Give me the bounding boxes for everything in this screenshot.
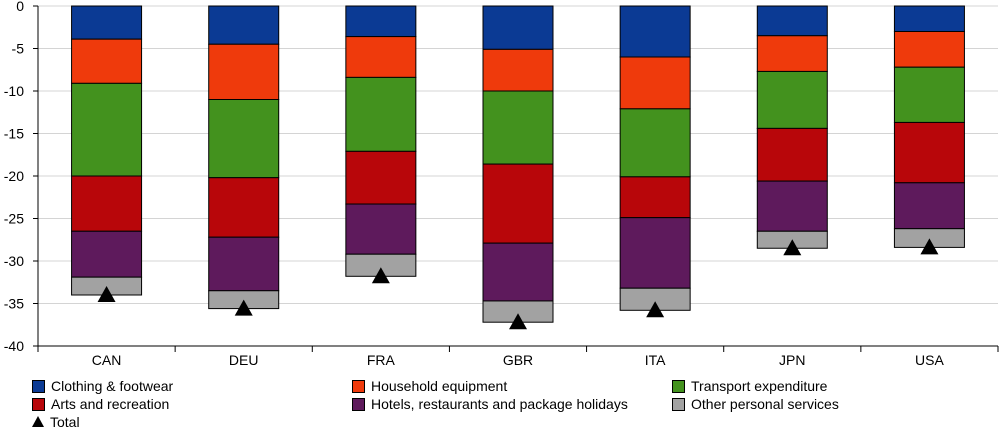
bar-segment xyxy=(619,176,691,219)
bar-segment xyxy=(893,66,965,123)
y-tick-label: -15 xyxy=(4,126,24,142)
chart-legend: Clothing & footwear Household equipment Tr… xyxy=(32,377,992,431)
bar-segment xyxy=(345,150,417,205)
bar-segment xyxy=(619,56,691,110)
legend-label: Total xyxy=(50,414,80,430)
bar-segment xyxy=(482,163,554,244)
legend-item: Transport expenditure xyxy=(672,377,827,395)
y-tick-label: -25 xyxy=(4,211,24,227)
bar-segment xyxy=(482,242,554,302)
x-tick-label: ITA xyxy=(645,352,666,368)
bar-segment xyxy=(345,203,417,255)
x-tick-label: USA xyxy=(915,352,944,368)
bar-segment xyxy=(482,90,554,165)
y-tick-label: -5 xyxy=(12,41,25,57)
x-tick-label: FRA xyxy=(367,352,396,368)
bar-segment xyxy=(756,127,828,182)
legend-item: Household equipment xyxy=(352,377,507,395)
bar-segment xyxy=(208,43,280,100)
y-tick-label: -30 xyxy=(4,253,24,269)
x-tick-label: CAN xyxy=(92,352,122,368)
legend-swatch xyxy=(352,397,365,411)
legend-swatch xyxy=(672,379,685,393)
bar-segment xyxy=(482,5,554,50)
legend-item: Clothing & footwear xyxy=(32,377,173,395)
legend-item: Arts and recreation xyxy=(32,395,169,413)
bar-segment xyxy=(619,217,691,289)
y-tick-label: -20 xyxy=(4,168,24,184)
legend-label: Arts and recreation xyxy=(51,396,170,412)
bar-segment xyxy=(71,230,143,278)
legend-swatch xyxy=(32,397,45,411)
bar-segment xyxy=(756,35,828,72)
bar-segment xyxy=(208,99,280,179)
legend-triangle-icon xyxy=(32,415,44,427)
legend-label: Hotels, restaurants and package holidays xyxy=(371,396,628,412)
bar-segment xyxy=(71,82,143,177)
legend-item: Hotels, restaurants and package holidays xyxy=(352,395,628,413)
y-tick-label: -40 xyxy=(4,338,24,354)
bar-segment xyxy=(208,5,280,45)
legend-item: Other personal services xyxy=(672,395,839,413)
bar-segment xyxy=(482,48,554,92)
bar-segment xyxy=(208,177,280,238)
legend-label: Transport expenditure xyxy=(691,378,828,394)
legend-label: Clothing & footwear xyxy=(51,378,174,394)
legend-label: Other personal services xyxy=(691,396,839,412)
bar-segment xyxy=(756,180,828,232)
bar-segment xyxy=(893,5,965,32)
bar-segment xyxy=(71,175,143,232)
y-tick-label: -10 xyxy=(4,83,24,99)
total-marker xyxy=(646,301,665,318)
bar-segment xyxy=(893,182,965,230)
bar-segment xyxy=(71,5,143,40)
total-marker xyxy=(97,286,116,302)
total-marker xyxy=(920,238,939,255)
bar-segment xyxy=(619,108,691,178)
legend-label: Household equipment xyxy=(371,378,508,394)
total-marker xyxy=(783,239,802,256)
total-marker xyxy=(234,299,253,316)
x-tick-label: GBR xyxy=(503,352,533,368)
y-tick-label: -35 xyxy=(4,296,24,312)
bar-segment xyxy=(756,5,828,37)
legend-swatch xyxy=(672,397,685,411)
legend-swatch xyxy=(352,379,365,393)
bar-segment xyxy=(893,121,965,184)
bar-segment xyxy=(345,5,417,38)
bar-segment xyxy=(619,5,691,58)
bar-segment xyxy=(345,36,417,78)
bar-segment xyxy=(71,38,143,84)
bar-segment xyxy=(208,236,280,292)
total-marker xyxy=(371,267,390,284)
stacked-bar-chart: 0 -5 -10 -15 -20 -25 -30 -35 -40 CAN DEU FRA GBR ITA J… xyxy=(4,0,999,368)
bar-segment xyxy=(345,76,417,152)
x-tick-label: DEU xyxy=(229,352,259,368)
x-tick-label: JPN xyxy=(779,352,805,368)
y-tick-label: 0 xyxy=(16,0,24,14)
legend-swatch xyxy=(32,379,45,393)
bar-segment xyxy=(893,31,965,68)
legend-item: Total xyxy=(32,413,80,431)
bar-segment xyxy=(756,70,828,129)
total-marker xyxy=(509,313,527,330)
